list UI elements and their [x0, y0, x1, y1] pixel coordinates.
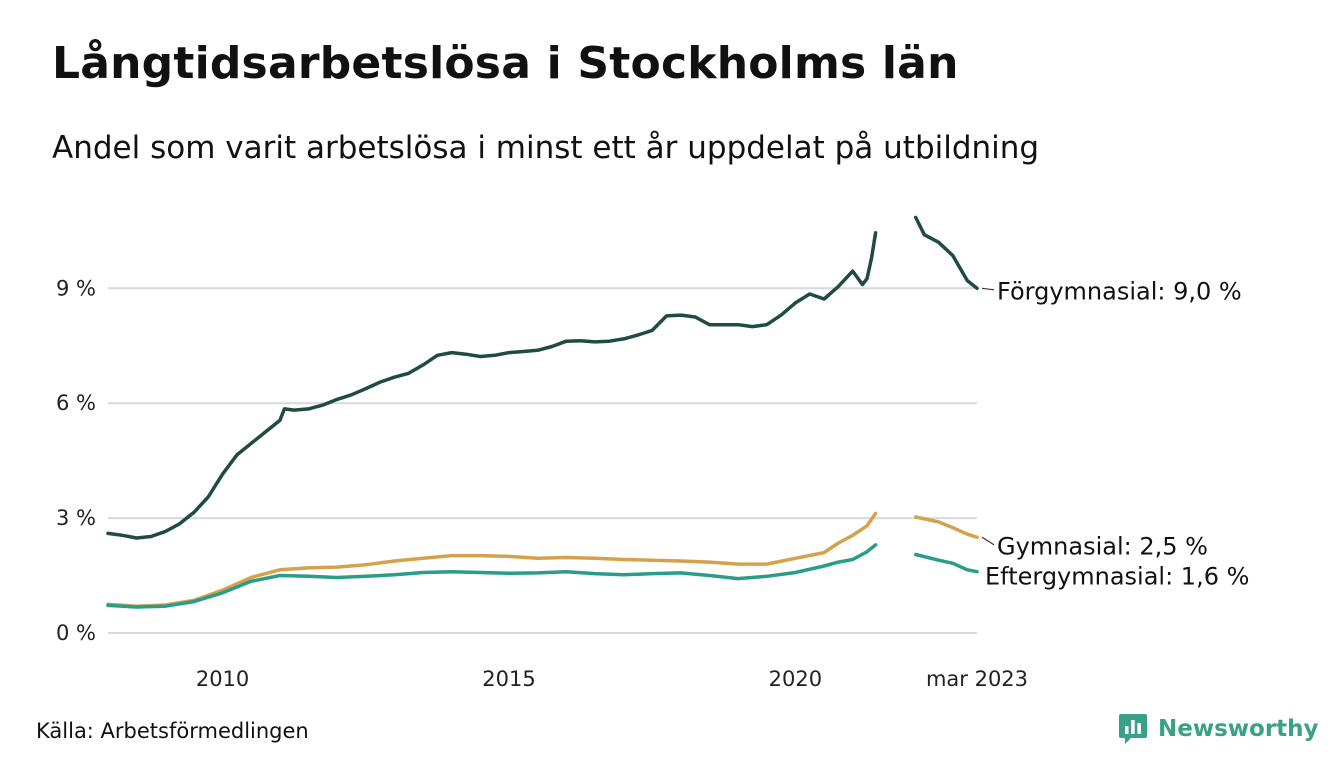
series-lines	[106, 215, 995, 609]
y-tick-label: 9 %	[56, 276, 96, 300]
x-tick-label: mar 2023	[926, 667, 1028, 691]
series-line-förgymnasial-recent	[913, 215, 979, 291]
x-tick-label: 2020	[769, 667, 822, 691]
y-tick-label: 6 %	[56, 391, 96, 415]
series-line-eftergymnasial-recent	[913, 552, 979, 574]
x-tick-label: 2015	[482, 667, 535, 691]
newsworthy-logo-icon	[1119, 714, 1147, 744]
label-connector	[981, 536, 995, 546]
y-tick-label: 0 %	[56, 621, 96, 645]
brand-logo[interactable]: Newsworthy	[1118, 712, 1319, 746]
source-note: Källa: Arbetsförmedlingen	[36, 719, 309, 743]
label-connector	[981, 287, 995, 291]
series-line-gymnasial-recent	[913, 515, 979, 540]
gridlines	[108, 287, 977, 634]
series-end-label: Eftergymnasial: 1,6 %	[985, 563, 1249, 591]
chart-title: Långtidsarbetslösa i Stockholms län	[52, 38, 959, 89]
series-line-förgymnasial-early	[106, 231, 878, 540]
series-line-eftergymnasial-early	[106, 543, 878, 609]
series-end-labels: Förgymnasial: 9,0 % Gymnasial: 2,5 % Efter…	[985, 277, 1249, 590]
series-line-gymnasial-early	[106, 511, 878, 608]
x-tick-label: 2010	[196, 667, 249, 691]
y-tick-label: 3 %	[56, 506, 96, 530]
series-end-label: Gymnasial: 2,5 %	[997, 532, 1208, 560]
line-chart: 0 % 3 % 6 % 9 % 2010 2015 2020 mar 2023 Förgym…	[56, 215, 1249, 691]
series-end-label: Förgymnasial: 9,0 %	[997, 277, 1242, 305]
x-axis-ticks: 2010 2015 2020 mar 2023	[196, 667, 1028, 691]
brand-name: Newsworthy	[1158, 716, 1319, 742]
y-axis-ticks: 0 % 3 % 6 % 9 %	[56, 276, 96, 645]
chart-subtitle: Andel som varit arbetslösa i minst ett å…	[52, 130, 1040, 166]
